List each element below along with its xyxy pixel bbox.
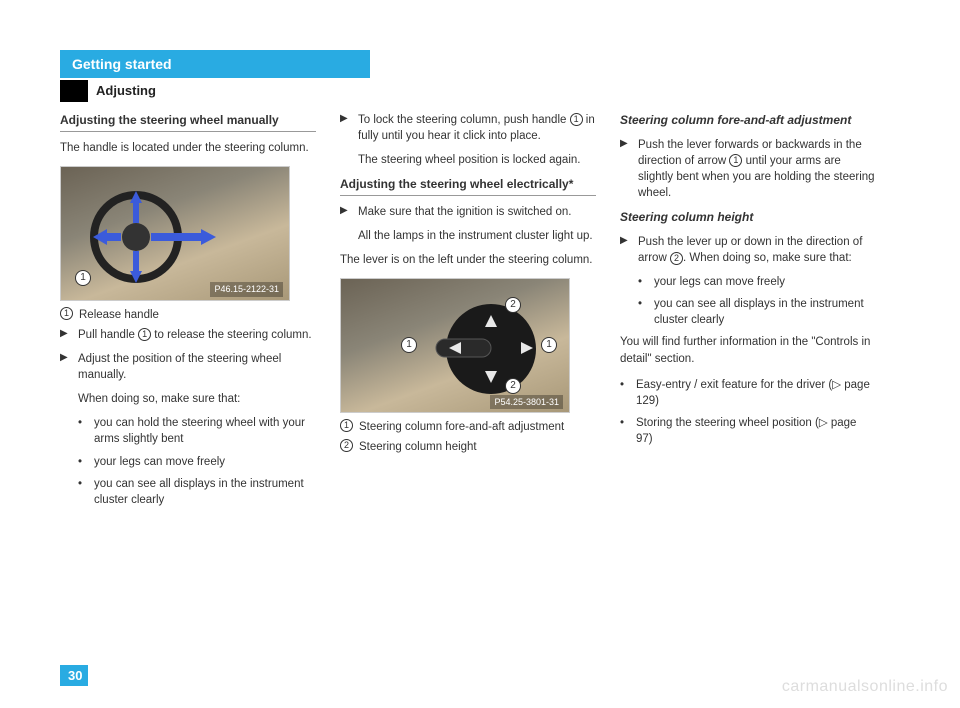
step-marker-icon: ▶: [620, 137, 630, 201]
bullet-displays: • you can see all displays in the instru…: [78, 476, 316, 508]
side-marker: [60, 80, 88, 102]
image-code-1: P46.15-2122-31: [210, 282, 283, 297]
section-header: Adjusting: [88, 80, 164, 102]
step-lock: ▶ To lock the steering column, push hand…: [340, 112, 596, 144]
manual-page: Getting started Adjusting Adjusting the …: [60, 50, 900, 514]
step-pull-handle: ▶ Pull handle 1 to release the steering …: [60, 327, 316, 343]
step-adjust: ▶ Adjust the position of the steering wh…: [60, 351, 316, 383]
content-columns: Adjusting the steering wheel manually Th…: [60, 112, 900, 514]
bullet-legs: • your legs can move freely: [78, 454, 316, 470]
step-height: ▶ Push the lever up or down in the direc…: [620, 234, 876, 266]
step-fore-aft-text: Push the lever forwards or backwards in …: [638, 137, 876, 201]
step-height-text: Push the lever up or down in the directi…: [638, 234, 876, 266]
ref-easy-entry: • Easy-entry / exit feature for the driv…: [620, 377, 876, 409]
legend-1-text: Release handle: [79, 307, 316, 323]
steering-wheel-image: 1 P46.15-2122-31: [60, 166, 290, 301]
bullet-dot-icon: •: [78, 476, 86, 508]
step-ignition: ▶ Make sure that the ignition is switche…: [340, 204, 596, 220]
legend-e1: 1 Steering column fore-and-aft adjustmen…: [340, 419, 596, 435]
image-code-2: P54.25-3801-31: [490, 395, 563, 410]
step-marker-icon: ▶: [340, 204, 350, 220]
bullet-displays-text: you can see all displays in the instrume…: [94, 476, 316, 508]
callout-2-icon: 2: [340, 439, 353, 452]
note-line: When doing so, make sure that:: [78, 391, 316, 407]
bullet-dot-icon: •: [78, 415, 86, 447]
section-row: Adjusting: [60, 80, 900, 102]
bullet-disp-3: • you can see all displays in the instru…: [638, 296, 876, 328]
page-number: 30: [60, 665, 88, 686]
step-marker-icon: ▶: [620, 234, 630, 266]
ref-storing: • Storing the steering wheel position (▷…: [620, 415, 876, 447]
legend-e2-text: Steering column height: [359, 439, 596, 455]
ref1-text: Easy-entry / exit feature for the driver…: [636, 377, 876, 409]
step-marker-icon: ▶: [340, 112, 350, 144]
column-2: ▶ To lock the steering column, push hand…: [340, 112, 596, 514]
bullet-arms: • you can hold the steering wheel with y…: [78, 415, 316, 447]
inline-callout-1: 1: [729, 154, 742, 167]
step-marker-icon: ▶: [60, 327, 70, 343]
inline-callout-1: 1: [138, 328, 151, 341]
legend-e1-text: Steering column fore-and-aft adjustment: [359, 419, 596, 435]
legend-e2: 2 Steering column height: [340, 439, 596, 455]
step1-a: Pull handle: [78, 329, 138, 341]
fore-aft-head: Steering column fore-and-aft adjustment: [620, 112, 876, 129]
step-lock-text: To lock the steering column, push handle…: [358, 112, 596, 144]
step-pull-text: Pull handle 1 to release the steering co…: [78, 327, 316, 343]
lock-result: The steering wheel position is locked ag…: [358, 152, 596, 168]
bullet-dot-icon: •: [638, 296, 646, 328]
electric-adjust-title: Adjusting the steering wheel electricall…: [340, 176, 596, 196]
lock-a: To lock the steering column, push handle: [358, 114, 570, 126]
lever-intro: The lever is on the left under the steer…: [340, 252, 596, 268]
watermark: carmanualsonline.info: [782, 678, 948, 696]
ref2-text: Storing the steering wheel position (▷ p…: [636, 415, 876, 447]
bullet-disp3-text: you can see all displays in the instrume…: [654, 296, 876, 328]
ign-result: All the lamps in the instrument cluster …: [358, 228, 596, 244]
bullet-dot-icon: •: [620, 415, 628, 447]
inline-callout-1: 1: [570, 113, 583, 126]
bullet-dot-icon: •: [78, 454, 86, 470]
bullet-dot-icon: •: [620, 377, 628, 409]
chapter-header: Getting started: [60, 50, 370, 78]
bullet-dot-icon: •: [638, 274, 646, 290]
h-b: . When doing so, make sure that:: [683, 252, 852, 264]
manual-adjust-title: Adjusting the steering wheel manually: [60, 112, 316, 132]
step-marker-icon: ▶: [60, 351, 70, 383]
legend-1: 1 Release handle: [60, 307, 316, 323]
bullet-legs3-text: your legs can move freely: [654, 274, 785, 290]
bullet-legs-3: • your legs can move freely: [638, 274, 876, 290]
callout-1-img: 1: [75, 270, 91, 286]
manual-intro: The handle is located under the steering…: [60, 140, 316, 156]
lever-image: 1 2 2 1 P54.25-3801-31: [340, 278, 570, 413]
callout-1-icon: 1: [340, 419, 353, 432]
bullet-arms-text: you can hold the steering wheel with you…: [94, 415, 316, 447]
step1-b: to release the steering column.: [151, 329, 311, 341]
step-adjust-text: Adjust the position of the steering whee…: [78, 351, 316, 383]
inline-callout-2: 2: [670, 252, 683, 265]
further-info: You will find further information in the…: [620, 334, 876, 366]
step-ign-text: Make sure that the ignition is switched …: [358, 204, 596, 220]
callout-1-icon: 1: [60, 307, 73, 320]
height-head: Steering column height: [620, 209, 876, 226]
bullet-legs-text: your legs can move freely: [94, 454, 225, 470]
column-3: Steering column fore-and-aft adjustment …: [620, 112, 876, 514]
column-1: Adjusting the steering wheel manually Th…: [60, 112, 316, 514]
step-fore-aft: ▶ Push the lever forwards or backwards i…: [620, 137, 876, 201]
